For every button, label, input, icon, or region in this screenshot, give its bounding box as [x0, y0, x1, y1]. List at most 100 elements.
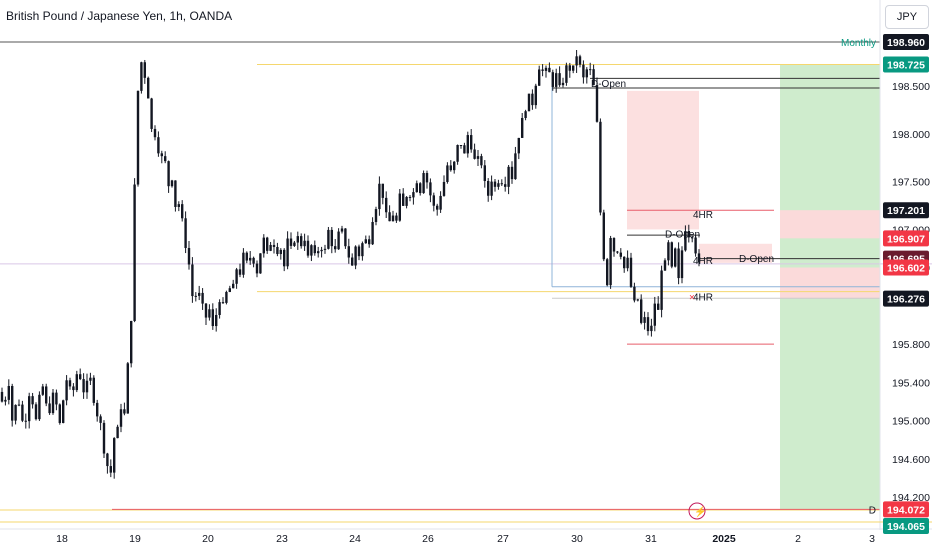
- annotation-label: 4HR: [693, 256, 713, 267]
- price-tag: [883, 230, 929, 247]
- long-stop-zone: [780, 267, 880, 299]
- candle-body: [463, 145, 466, 154]
- price-tag: [883, 518, 929, 535]
- candle-body: [116, 426, 119, 439]
- candle-body: [517, 137, 520, 154]
- level-label: D: [869, 505, 876, 516]
- price-tag: [883, 202, 929, 219]
- price-tag: [883, 290, 929, 307]
- short-stop-zone: [780, 210, 880, 239]
- x-marker-icon: ×: [689, 292, 695, 303]
- candle-body: [422, 173, 425, 194]
- x-tick-label: 18: [56, 533, 68, 545]
- candle-body: [269, 244, 272, 251]
- x-tick-label: 3: [869, 533, 875, 545]
- candle-body: [612, 238, 616, 252]
- candle-body: [493, 181, 497, 187]
- candle-body: [41, 386, 44, 395]
- candle-body: [640, 299, 643, 323]
- price-tag-value: 197.201: [887, 205, 925, 217]
- candle-body: [323, 248, 327, 250]
- price-tag-value: 196.907: [887, 233, 925, 245]
- candle-body: [585, 69, 588, 78]
- candle-body: [55, 392, 58, 405]
- candle-body: [371, 221, 374, 245]
- price-tag-value: 198.960: [887, 37, 925, 49]
- candle-body: [544, 67, 548, 71]
- price-tag-value: 198.725: [887, 60, 925, 72]
- candle-body: [262, 237, 265, 254]
- candle-body: [62, 400, 65, 423]
- candle-body: [123, 409, 126, 414]
- candle-body: [354, 246, 357, 266]
- candle-body: [4, 399, 7, 402]
- candle-body: [235, 269, 238, 284]
- candle-body: [255, 263, 259, 274]
- candle-body: [334, 246, 337, 250]
- candle-body: [565, 65, 568, 83]
- annotation-label: D-Open: [665, 229, 700, 240]
- candle-body: [113, 438, 116, 473]
- candle-body: [170, 180, 174, 187]
- candle-body: [242, 252, 245, 275]
- candle-body: [589, 69, 592, 71]
- candle-body: [310, 245, 313, 256]
- candle-body: [191, 264, 194, 297]
- candle-body: [17, 404, 21, 406]
- x-tick-label: 24: [349, 533, 361, 545]
- candle-body: [694, 237, 697, 254]
- candle-body: [378, 183, 381, 210]
- candle-body: [650, 325, 653, 332]
- candle-body: [419, 183, 422, 194]
- candle-body: [187, 247, 191, 265]
- candle-body: [72, 386, 75, 391]
- candle-body: [143, 62, 146, 78]
- candle-body: [381, 183, 384, 198]
- candle-body: [436, 205, 439, 210]
- candle-body: [0, 391, 4, 402]
- candle-body: [160, 153, 163, 157]
- candle-body: [198, 292, 201, 296]
- candle-body: [48, 403, 51, 414]
- candle-body: [79, 374, 82, 380]
- candle-body: [232, 283, 235, 289]
- candle-body: [534, 85, 537, 106]
- price-tag: [883, 501, 929, 518]
- candle-body: [119, 409, 123, 427]
- candle-body: [266, 237, 269, 251]
- candle-body: [538, 69, 541, 86]
- candle-body: [429, 182, 432, 196]
- candle-body: [456, 145, 459, 162]
- candle-body: [300, 236, 303, 247]
- candle-body: [28, 396, 31, 422]
- candle-body: [677, 248, 680, 279]
- candle-body: [106, 453, 109, 467]
- levels-layer: [0, 41, 932, 511]
- candle-body: [68, 380, 72, 387]
- price-tag: [883, 34, 929, 51]
- candle-body: [490, 181, 493, 196]
- candle-body: [551, 72, 554, 87]
- currency-button[interactable]: JPY: [885, 5, 929, 29]
- candle-body: [660, 270, 663, 310]
- price-tag-value: 196.276: [887, 294, 925, 306]
- candle-body: [408, 196, 412, 198]
- candle-body: [150, 98, 153, 129]
- candle-body: [687, 231, 690, 238]
- candle-body: [228, 288, 231, 292]
- y-tick-label: 198.500: [892, 81, 930, 93]
- x-tick-label: 23: [276, 533, 288, 545]
- candle-body: [259, 253, 262, 274]
- candle-body: [357, 246, 361, 257]
- candle-body: [211, 309, 214, 327]
- candle-body: [691, 237, 694, 239]
- price-tag-value: 194.072: [887, 504, 925, 516]
- candle-body: [201, 292, 204, 304]
- candle-body: [7, 386, 10, 400]
- candle-body: [136, 90, 140, 185]
- candle-body: [133, 184, 136, 321]
- candle-body: [449, 165, 452, 171]
- annotation-label: 4HR: [693, 292, 713, 303]
- candle-body: [313, 245, 316, 254]
